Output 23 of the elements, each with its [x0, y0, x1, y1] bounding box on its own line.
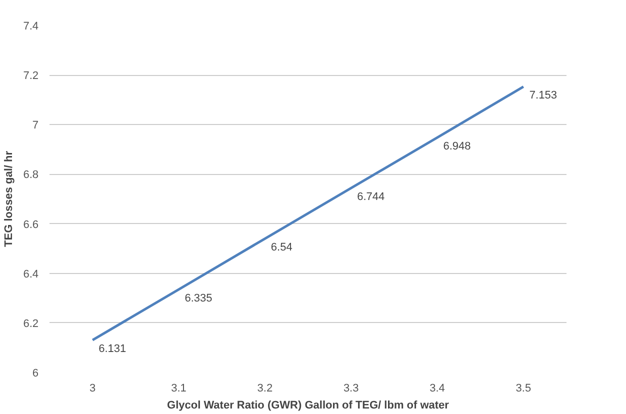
data-label: 7.153	[529, 90, 557, 102]
y-tick-label: 7.4	[23, 20, 39, 32]
y-tick-label: 7	[32, 120, 39, 132]
y-tick-label: 6.6	[23, 218, 39, 231]
data-label: 6.54	[270, 242, 292, 254]
x-tick-label: 3.5	[516, 382, 532, 394]
x-tick-label: 3.2	[257, 382, 273, 394]
x-tick-label: 3.3	[343, 382, 359, 394]
data-label: 6.948	[443, 140, 471, 153]
y-tick-label: 7.2	[23, 70, 39, 82]
y-tick-label: 6.8	[23, 169, 39, 182]
y-tick-label: 6.2	[23, 318, 39, 330]
y-tick-label: 6	[32, 368, 39, 380]
data-label: 6.131	[98, 343, 126, 356]
x-tick-label: 3.1	[171, 382, 186, 394]
x-axis-title: Glycol Water Ratio (GWR) Gallon of TEG/ lbm of water	[167, 400, 450, 412]
x-tick-label: 3.4	[430, 382, 445, 394]
data-label: 6.744	[357, 191, 385, 204]
y-tick-label: 6.4	[23, 268, 39, 280]
x-tick-label: 3	[90, 382, 96, 394]
y-axis-title: TEG losses gal/ hr	[3, 150, 16, 247]
line-series	[91, 85, 525, 342]
data-label: 6.335	[184, 292, 212, 304]
